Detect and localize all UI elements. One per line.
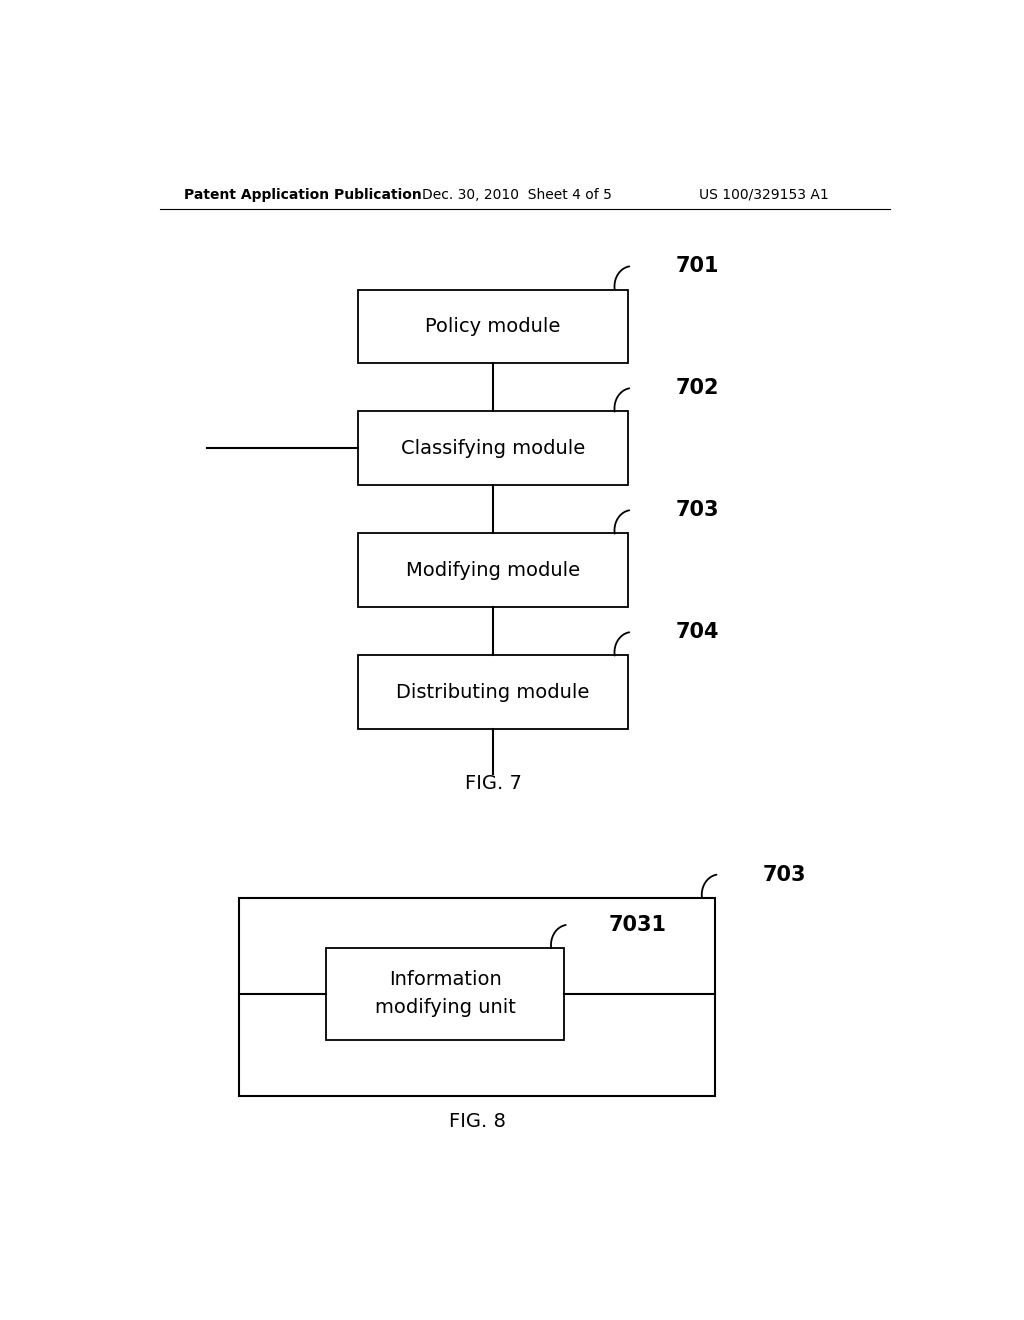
Text: 704: 704 bbox=[676, 622, 719, 643]
Text: 7031: 7031 bbox=[608, 915, 667, 935]
Text: 703: 703 bbox=[763, 865, 806, 884]
Bar bbox=[358, 533, 628, 607]
Bar bbox=[358, 412, 628, 484]
Text: FIG. 8: FIG. 8 bbox=[449, 1113, 506, 1131]
Text: Distributing module: Distributing module bbox=[396, 682, 590, 701]
Bar bbox=[358, 656, 628, 729]
Text: FIG. 7: FIG. 7 bbox=[465, 774, 521, 793]
Text: 703: 703 bbox=[676, 500, 719, 520]
Text: Modifying module: Modifying module bbox=[406, 561, 581, 579]
Bar bbox=[240, 898, 715, 1096]
Bar bbox=[358, 289, 628, 363]
Text: 702: 702 bbox=[676, 379, 719, 399]
Text: US 100/329153 A1: US 100/329153 A1 bbox=[699, 187, 829, 202]
Text: Patent Application Publication: Patent Application Publication bbox=[183, 187, 421, 202]
Text: Policy module: Policy module bbox=[425, 317, 561, 335]
Bar bbox=[327, 948, 564, 1040]
Text: Classifying module: Classifying module bbox=[401, 438, 585, 458]
Text: Information
modifying unit: Information modifying unit bbox=[375, 970, 516, 1018]
Text: 701: 701 bbox=[676, 256, 719, 276]
Text: Dec. 30, 2010  Sheet 4 of 5: Dec. 30, 2010 Sheet 4 of 5 bbox=[422, 187, 611, 202]
